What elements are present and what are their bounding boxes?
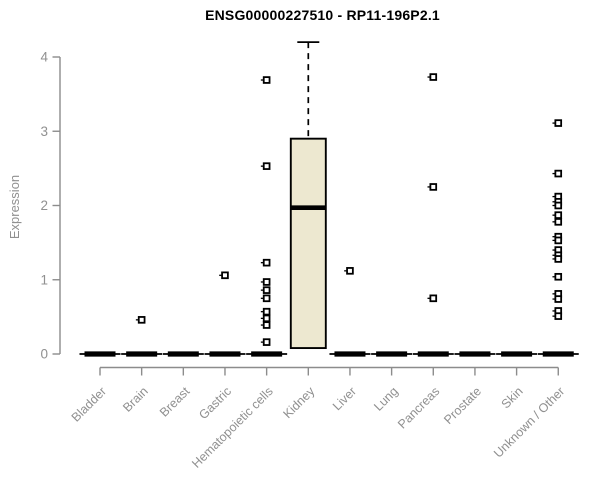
x-tick-label: Skin xyxy=(499,384,526,411)
outlier-point xyxy=(262,76,271,84)
y-tick-label: 4 xyxy=(40,50,48,65)
outlier-point xyxy=(346,267,354,275)
chart-title: ENSG00000227510 - RP11-196P2.1 xyxy=(205,7,440,23)
y-tick-label: 3 xyxy=(40,124,48,139)
outlier-point xyxy=(554,169,563,178)
outlier-point xyxy=(262,286,271,294)
x-tick-label: Bladder xyxy=(69,384,109,424)
outlier-point xyxy=(429,183,438,191)
outlier-point xyxy=(262,278,271,286)
outlier-point xyxy=(429,294,438,303)
outlier-point xyxy=(554,255,563,263)
outlier-point xyxy=(429,73,438,81)
x-tick-label: Pancreas xyxy=(395,384,442,431)
x-tick-label: Lung xyxy=(371,384,401,414)
x-tick-label: Brain xyxy=(120,384,151,415)
outlier-point xyxy=(221,271,229,280)
x-tick-label: Prostate xyxy=(441,384,484,427)
y-tick-label: 2 xyxy=(40,198,48,213)
outlier-point xyxy=(137,316,146,324)
x-tick-label: Kidney xyxy=(280,384,317,421)
x-tick-label: Liver xyxy=(330,384,359,413)
outlier-point xyxy=(554,119,563,127)
x-tick-label: Unknown / Other xyxy=(491,384,567,460)
x-tick-label: Gastric xyxy=(196,384,234,422)
outlier-point xyxy=(554,295,563,303)
outlier-point xyxy=(262,258,271,267)
y-tick-label: 1 xyxy=(40,272,48,287)
outlier-point xyxy=(554,236,563,245)
box xyxy=(289,137,327,350)
outlier-point xyxy=(262,338,271,346)
outlier-point xyxy=(262,294,271,303)
x-tick-label: Hematopoietic cells xyxy=(189,384,276,471)
outlier-point xyxy=(262,321,271,329)
outlier-point xyxy=(262,314,271,323)
outlier-point xyxy=(554,312,563,320)
y-tick-label: 0 xyxy=(40,347,48,362)
outlier-point xyxy=(262,307,271,316)
outlier-point xyxy=(554,218,563,226)
outlier-point xyxy=(554,272,563,281)
outlier-point xyxy=(554,201,563,210)
outlier-point xyxy=(262,162,271,170)
x-tick-label: Breast xyxy=(157,384,193,420)
outlier-point xyxy=(554,211,563,219)
